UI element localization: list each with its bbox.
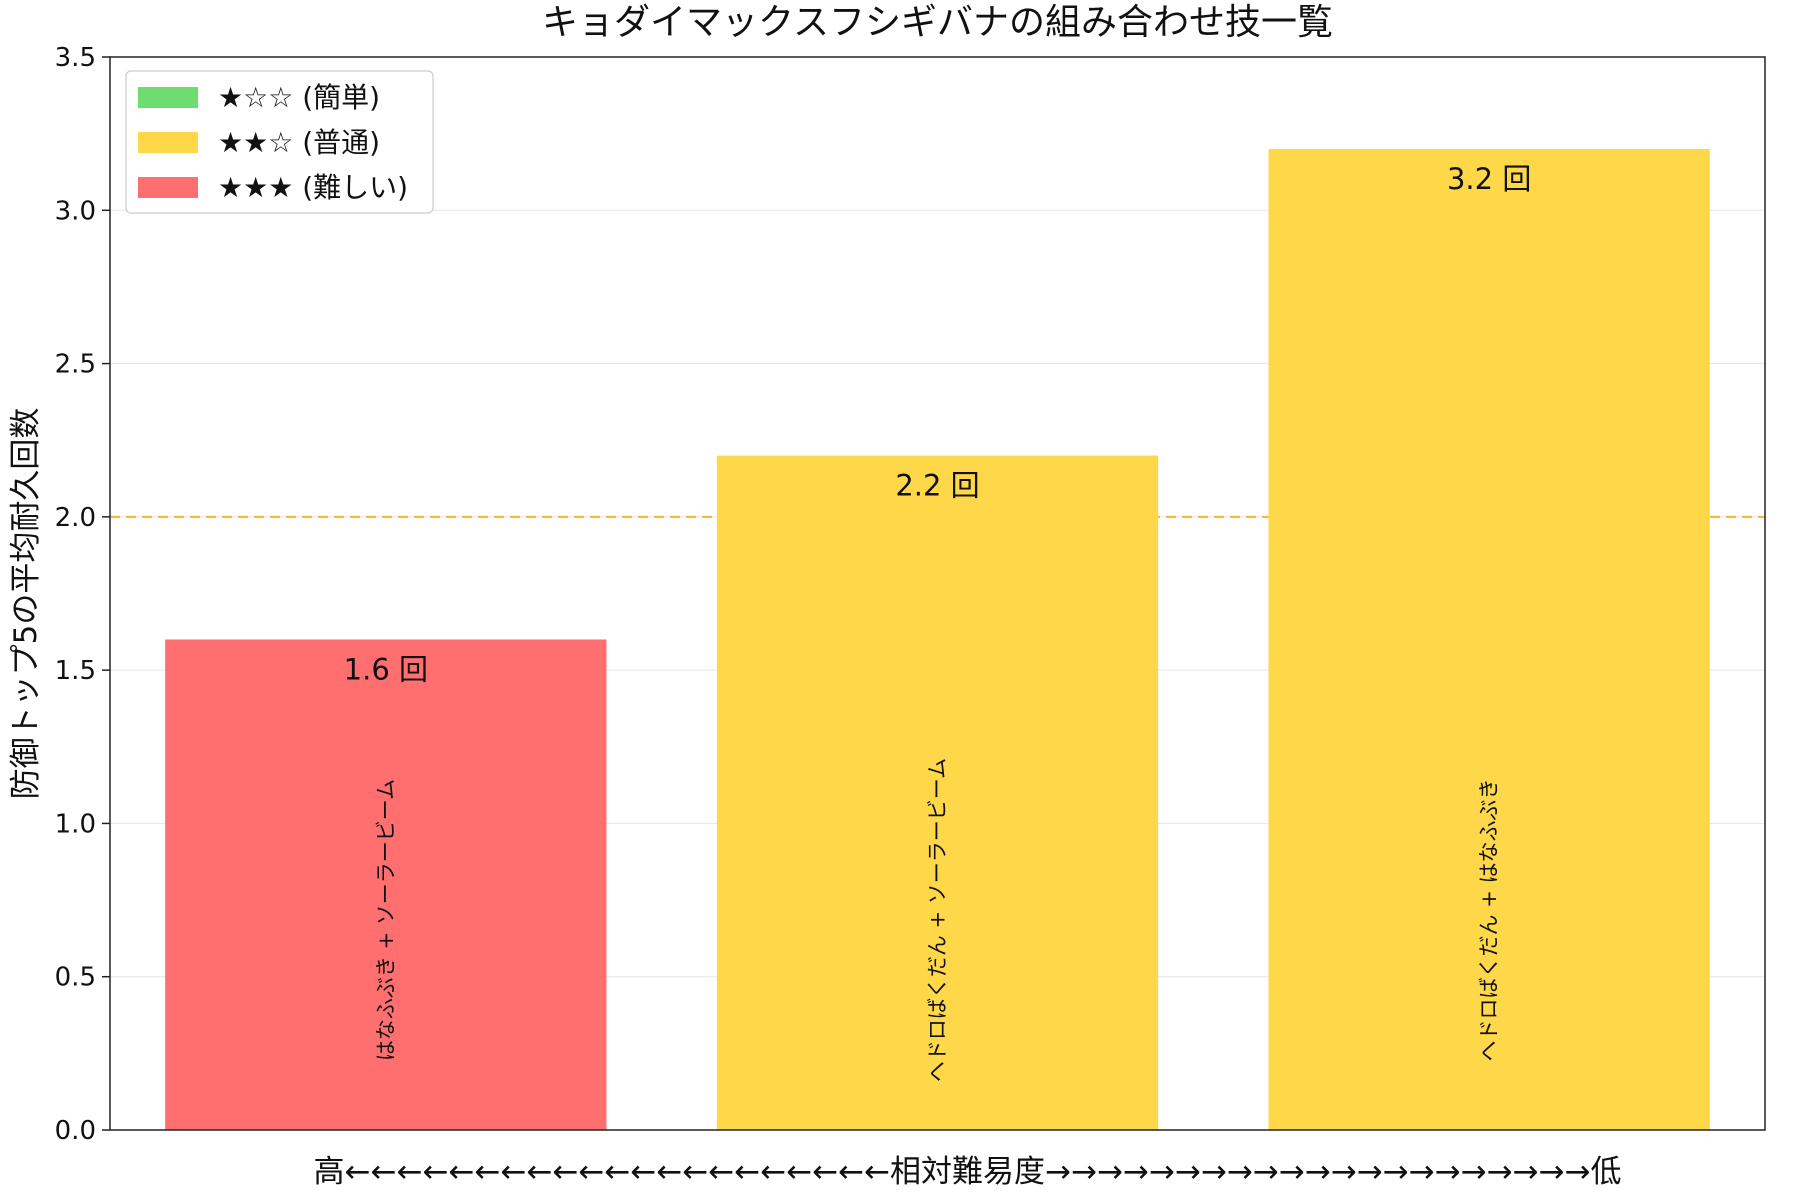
legend-label: ★★★ (難しい)	[218, 171, 408, 204]
legend-label: ★☆☆ (簡単)	[218, 81, 380, 114]
legend-box	[125, 70, 434, 214]
bar-value-label: 2.2 回	[895, 469, 979, 503]
legend-swatch	[138, 177, 198, 198]
bar-value-label: 3.2 回	[1447, 162, 1531, 196]
y-tick-label: 2.0	[55, 503, 96, 533]
x-axis-label: 高←←←←←←←←←←←←←←←←←←←←←相対難易度→→→→→→→→→→→→→…	[314, 1154, 1622, 1190]
y-tick-label: 3.0	[55, 196, 96, 226]
legend-label: ★★☆ (普通)	[218, 126, 380, 159]
axes: 0.0 0.5 1.0 1.5 2.0 2.5 3.0 3.5	[55, 43, 1766, 1146]
y-tick-label: 3.5	[55, 43, 96, 73]
plot-frame	[109, 56, 1766, 1131]
y-tick-label: 1.0	[55, 809, 96, 839]
legend-swatch	[138, 87, 198, 108]
y-tick-label: 0.5	[55, 963, 96, 993]
y-tick-label: 1.5	[55, 656, 96, 686]
bar	[165, 639, 607, 1130]
bar-category-label: ヘドロばくだん + はなふぶき	[1477, 779, 1501, 1062]
bar-category-label: はなふぶき + ソーラービーム	[374, 779, 398, 1061]
bar-value-label: 1.6 回	[344, 652, 428, 686]
legend-swatch	[138, 132, 198, 153]
legend: ★☆☆ (簡単) ★★☆ (普通) ★★★ (難しい)	[125, 70, 434, 214]
bar	[1268, 148, 1710, 1130]
y-axis-label: 防御トップ5の平均耐久回数	[8, 408, 44, 800]
chart-title: キョダイマックスフシギバナの組み合わせ技一覧	[542, 2, 1333, 43]
y-tick-label: 2.5	[55, 350, 96, 380]
y-tick-label: 0.0	[55, 1116, 96, 1146]
bar	[716, 455, 1159, 1130]
bar-category-label: ヘドロばくだん + ソーラービーム	[926, 758, 950, 1082]
